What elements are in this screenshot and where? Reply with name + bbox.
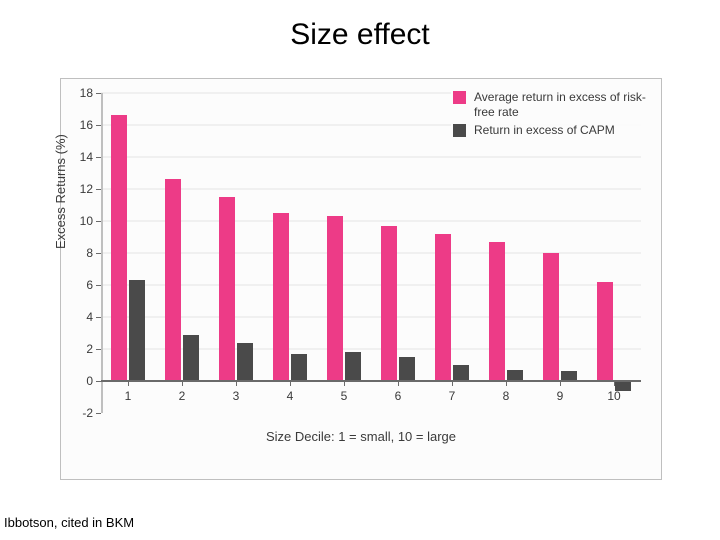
chart-bar [435, 234, 451, 381]
chart-bar [291, 354, 307, 381]
xtick-label: 8 [503, 389, 510, 403]
gridline [101, 188, 641, 190]
chart-bar [543, 253, 559, 381]
gridline [101, 220, 641, 222]
gridline [101, 156, 641, 158]
ytick-label: 2 [53, 342, 93, 356]
chart-bar [129, 280, 145, 381]
xtick-label: 9 [557, 389, 564, 403]
slide: Size effect -202468101214161812345678910… [0, 0, 720, 540]
legend-swatch-icon [453, 91, 466, 104]
chart-bar [597, 282, 613, 381]
xtick-label: 2 [179, 389, 186, 403]
chart-bar [165, 179, 181, 381]
xtick-label: 10 [607, 389, 620, 403]
ytick-label: 0 [53, 374, 93, 388]
xtick-label: 1 [125, 389, 132, 403]
zero-line [101, 380, 641, 382]
legend-swatch-icon [453, 124, 466, 137]
ytick-label: 4 [53, 310, 93, 324]
legend-label: Average return in excess of risk-free ra… [474, 90, 653, 120]
page-title: Size effect [0, 18, 720, 52]
chart-bar [327, 216, 343, 381]
chart-bar [399, 357, 415, 381]
chart-bar [183, 335, 199, 381]
xtick-label: 3 [233, 389, 240, 403]
chart-bar [219, 197, 235, 381]
ytick-label: 16 [53, 118, 93, 132]
chart-bar [453, 365, 469, 381]
gridline [101, 284, 641, 286]
ytick-label: -2 [53, 406, 93, 420]
chart-bar [615, 381, 631, 391]
gridline [101, 252, 641, 254]
legend-item: Average return in excess of risk-free ra… [453, 90, 653, 120]
ytick-mark [96, 413, 101, 414]
gridline [101, 316, 641, 318]
chart-bar [111, 115, 127, 381]
xtick-label: 7 [449, 389, 456, 403]
size-effect-chart: -202468101214161812345678910 Average ret… [60, 78, 662, 480]
chart-bar [381, 226, 397, 381]
chart-bar [237, 343, 253, 381]
chart-bar [345, 352, 361, 381]
citation-text: Ibbotson, cited in BKM [4, 515, 134, 530]
y-axis-label: Excess Returns (%) [53, 134, 68, 249]
ytick-label: 6 [53, 278, 93, 292]
chart-bar [273, 213, 289, 381]
xtick-label: 6 [395, 389, 402, 403]
chart-bar [489, 242, 505, 381]
x-axis-label: Size Decile: 1 = small, 10 = large [61, 429, 661, 444]
xtick-label: 4 [287, 389, 294, 403]
xtick-label: 5 [341, 389, 348, 403]
y-axis [101, 93, 103, 413]
ytick-label: 18 [53, 86, 93, 100]
legend: Average return in excess of risk-free ra… [451, 85, 655, 143]
legend-item: Return in excess of CAPM [453, 123, 653, 138]
legend-label: Return in excess of CAPM [474, 123, 615, 138]
